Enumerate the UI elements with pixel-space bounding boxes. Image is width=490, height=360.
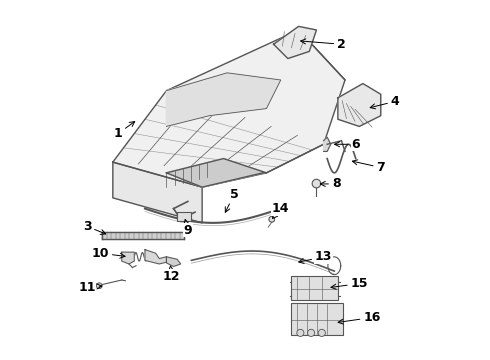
FancyBboxPatch shape [292,276,338,300]
Circle shape [312,179,321,188]
Text: 4: 4 [370,95,399,109]
Text: 7: 7 [352,160,385,174]
Text: 2: 2 [301,38,346,51]
Text: 14: 14 [272,202,290,219]
Bar [177,212,192,221]
Text: 1: 1 [114,122,135,140]
Text: 6: 6 [335,138,360,151]
Circle shape [97,283,102,289]
Text: 13: 13 [299,250,332,264]
Polygon shape [113,162,202,223]
Circle shape [318,329,325,337]
Text: 12: 12 [163,266,180,283]
Polygon shape [145,249,167,264]
Polygon shape [167,257,181,266]
Polygon shape [113,30,345,187]
Text: 9: 9 [184,220,192,237]
Circle shape [269,216,275,222]
Polygon shape [323,137,331,152]
Polygon shape [167,73,281,126]
Circle shape [308,329,315,337]
Polygon shape [338,84,381,126]
Text: 11: 11 [78,281,102,294]
FancyBboxPatch shape [292,303,343,336]
Text: 3: 3 [83,220,106,234]
Text: 5: 5 [225,188,239,212]
Polygon shape [122,252,134,264]
Circle shape [297,329,304,337]
Text: 8: 8 [320,177,341,190]
Text: 16: 16 [338,311,381,324]
Polygon shape [273,26,317,59]
Text: 15: 15 [331,277,368,290]
Text: 10: 10 [92,247,125,260]
Polygon shape [167,158,267,187]
